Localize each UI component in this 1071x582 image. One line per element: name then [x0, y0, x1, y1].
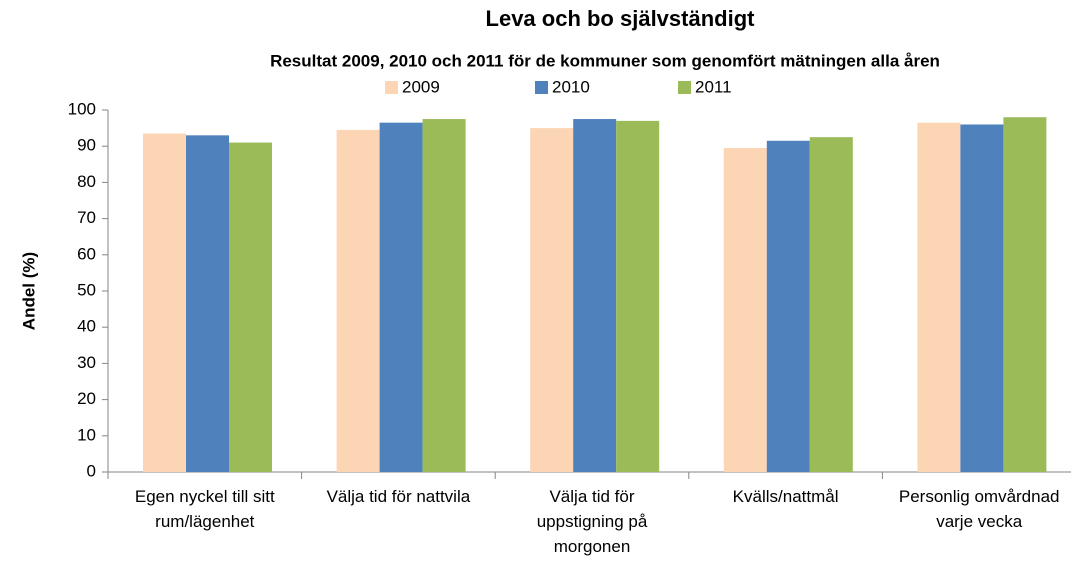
bar [530, 128, 574, 472]
y-tick-label: 10 [77, 425, 96, 444]
bar [960, 124, 1004, 472]
bar [186, 135, 229, 472]
chart-subtitle: Resultat 2009, 2010 och 2011 för de komm… [270, 51, 940, 70]
y-tick-label: 100 [68, 99, 96, 118]
x-tick-label: Välja tid för nattvila [326, 487, 471, 506]
bar [809, 137, 853, 472]
y-tick-label: 30 [77, 353, 96, 372]
legend-swatch [385, 81, 398, 94]
y-tick-label: 70 [77, 208, 96, 227]
bar [379, 122, 423, 473]
bar [766, 140, 810, 472]
legend-swatch [678, 81, 691, 94]
y-axis-label: Andel (%) [19, 252, 38, 330]
y-tick-label: 0 [87, 461, 96, 480]
y-tick-label: 20 [77, 389, 96, 408]
bar [336, 129, 380, 472]
x-tick-label: Egen nyckel till sitt rum/lägenhet [134, 487, 275, 531]
bar [917, 122, 961, 473]
y-tick-label: 80 [77, 172, 96, 191]
legend-label: 2010 [552, 77, 590, 96]
y-tick-label: 40 [77, 317, 96, 336]
bar [143, 133, 186, 472]
x-tick-label: Personlig omvårdnad varje vecka [898, 487, 1060, 531]
bar [1003, 117, 1047, 473]
bar [422, 119, 466, 473]
y-tick-label: 90 [77, 136, 96, 155]
chart-title: Leva och bo självständigt [486, 6, 756, 31]
y-tick-label: 60 [77, 244, 96, 263]
legend-label: 2011 [695, 77, 732, 96]
legend-swatch [535, 81, 548, 94]
bar [723, 148, 767, 472]
bar [229, 142, 272, 472]
x-tick-label: Kvälls/nattmål [732, 487, 839, 506]
x-tick-label: Välja tid för uppstigning på morgonen [536, 487, 648, 556]
bar [616, 120, 660, 473]
y-tick-label: 50 [77, 280, 96, 299]
legend-label: 2009 [402, 77, 440, 96]
bar [573, 119, 617, 473]
